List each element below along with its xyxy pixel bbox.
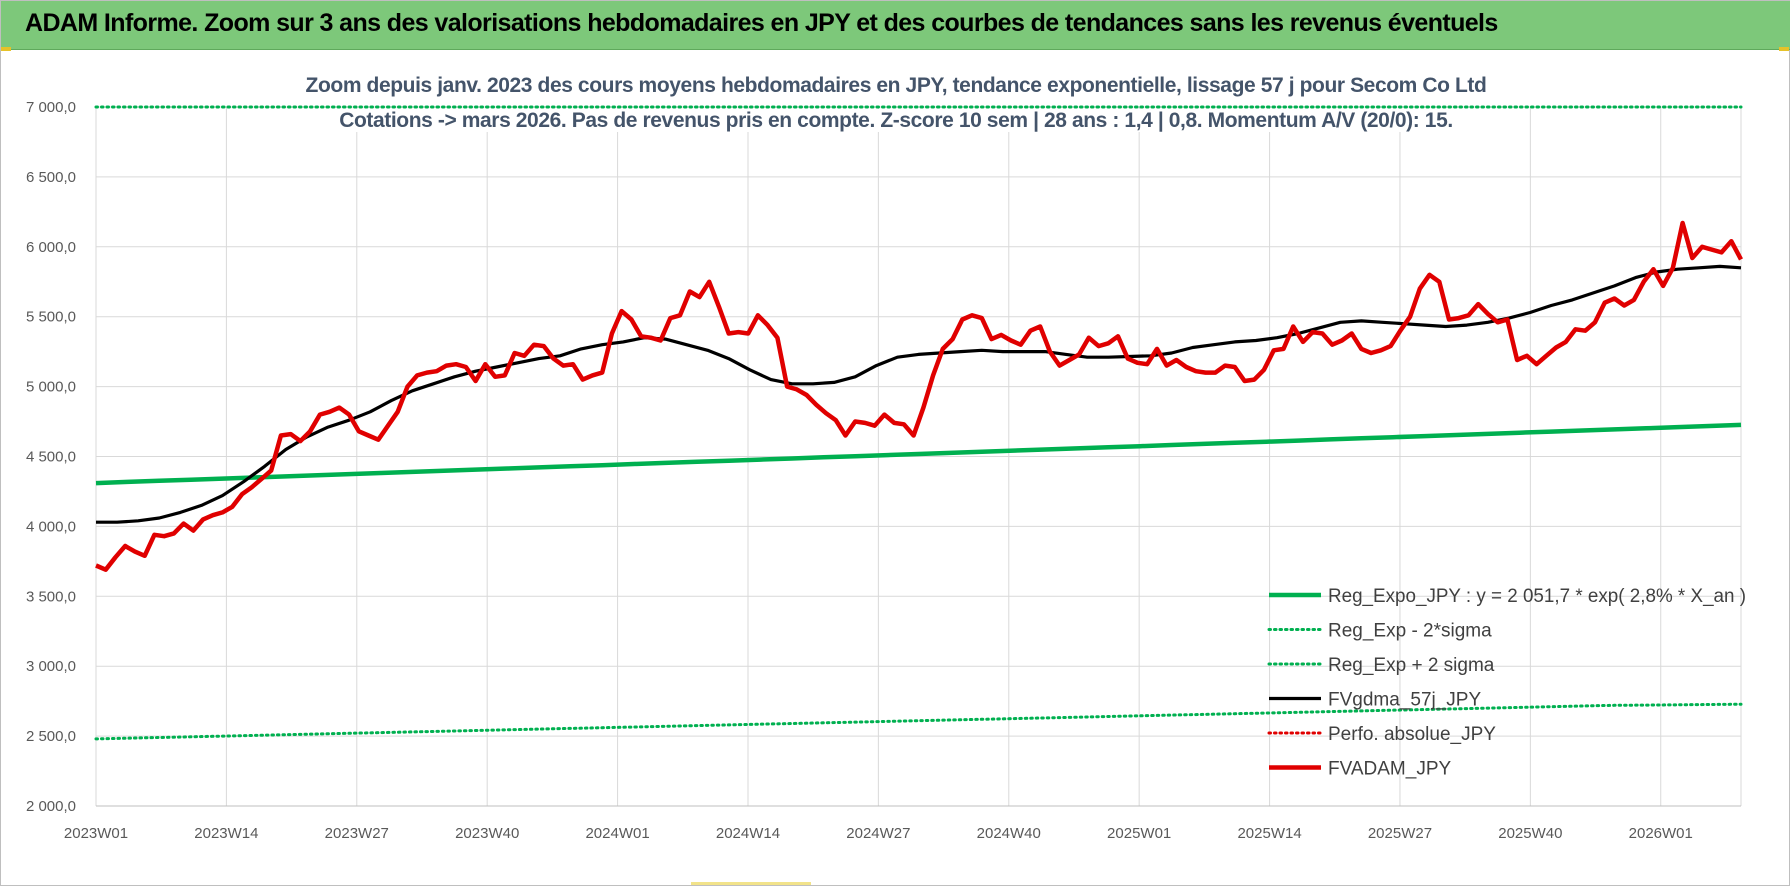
- legend: Reg_Expo_JPY : y = 2 051,7 * exp( 2,8% *…: [1267, 586, 1746, 780]
- y-tick-label: 7 000,0: [26, 99, 76, 116]
- x-tick-label: 2025W40: [1498, 825, 1562, 842]
- y-tick-label: 6 000,0: [26, 239, 76, 256]
- x-tick-label: 2025W27: [1368, 825, 1432, 842]
- x-tick-label: 2025W14: [1237, 825, 1301, 842]
- y-tick-label: 3 000,0: [26, 658, 76, 675]
- report-header: ADAM Informe. Zoom sur 3 ans des valoris…: [1, 1, 1790, 50]
- series-line-reg_expo: [95, 422, 1742, 486]
- corner-accent: [1779, 47, 1789, 51]
- legend-label-fvadam: FVADAM_JPY: [1328, 759, 1452, 780]
- x-tick-label: 2023W27: [325, 825, 389, 842]
- legend-label-reg_plus: Reg_Exp + 2 sigma: [1328, 655, 1495, 676]
- series-lines: [94, 105, 1743, 741]
- x-tick-label: 2023W01: [64, 825, 128, 842]
- x-tick-label: 2024W14: [716, 825, 780, 842]
- x-tick-label: 2026W01: [1629, 825, 1693, 842]
- x-tick-label: 2024W40: [977, 825, 1041, 842]
- corner-accent: [1, 47, 11, 51]
- line-chart: 2 000,0 2 500,0 3 000,0 3 500,0 4 000,0 4 500…: [26, 99, 1746, 842]
- x-tick-label: 2025W01: [1107, 825, 1171, 842]
- series-line-gdma: [96, 264, 1742, 524]
- x-tick-label: 2024W27: [846, 825, 910, 842]
- x-tick-label: 2024W01: [585, 825, 649, 842]
- y-tick-label: 5 500,0: [26, 309, 76, 326]
- chart-title-line-2: Cotations -> mars 2026. Pas de revenus p…: [1, 109, 1790, 133]
- chart-title-line-1: Zoom depuis janv. 2023 des cours moyens …: [1, 74, 1790, 98]
- series-line-fvadam: [95, 220, 1743, 572]
- y-tick-label: 2 000,0: [26, 798, 76, 815]
- x-tick-label: 2023W40: [455, 825, 519, 842]
- grid: [95, 106, 1742, 807]
- report-title: ADAM Informe. Zoom sur 3 ans des valoris…: [25, 9, 1498, 37]
- y-tick-label: 4 000,0: [26, 518, 76, 535]
- axes: 2 000,0 2 500,0 3 000,0 3 500,0 4 000,0 4 500…: [26, 99, 1741, 842]
- bottom-accent: [691, 882, 811, 885]
- y-tick-label: 3 500,0: [26, 588, 76, 605]
- x-tick-label: 2023W14: [194, 825, 258, 842]
- legend-label-reg_expo: Reg_Expo_JPY : y = 2 051,7 * exp( 2,8% *…: [1328, 586, 1746, 607]
- y-tick-label: 6 500,0: [26, 169, 76, 186]
- y-tick-label: 2 500,0: [26, 728, 76, 745]
- y-tick-label: 5 000,0: [26, 379, 76, 396]
- legend-label-gdma: FVgdma_57j_JPY: [1328, 690, 1481, 711]
- series-line-reg_minus: [94, 702, 1743, 741]
- y-tick-label: 4 500,0: [26, 449, 76, 466]
- legend-label-reg_minus: Reg_Exp - 2*sigma: [1328, 621, 1492, 642]
- legend-label-perfo: Perfo. absolue_JPY: [1328, 724, 1496, 745]
